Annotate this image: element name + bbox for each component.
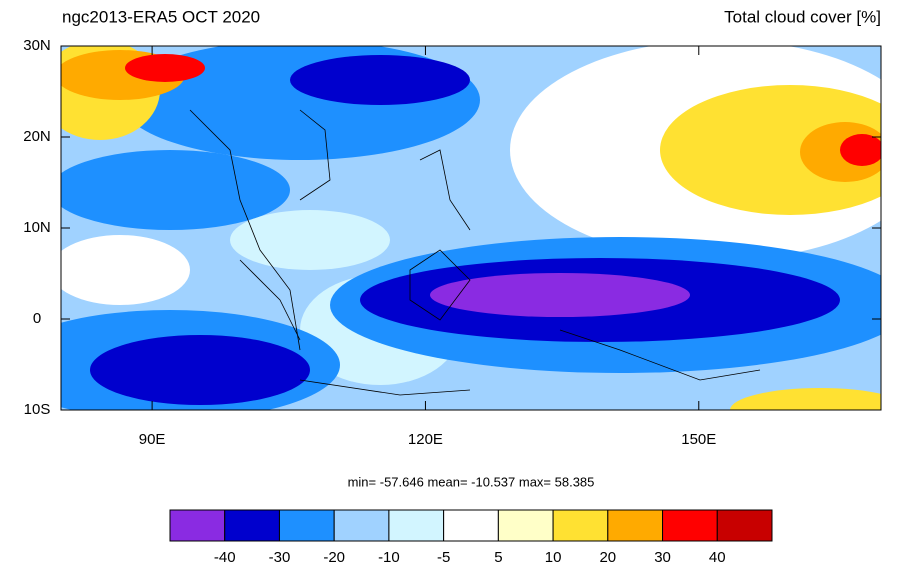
- field-patch: [430, 273, 690, 317]
- field-patch: [290, 55, 470, 105]
- y-tick-label: 10S: [24, 401, 51, 418]
- x-tick-label: 150E: [681, 431, 716, 448]
- colorbar-label: -30: [269, 549, 291, 566]
- field: [61, 46, 881, 410]
- colorbar-label: -40: [214, 549, 236, 566]
- colorbar-label: -5: [437, 549, 450, 566]
- chart-title: ngc2013-ERA5 OCT 2020: [62, 7, 260, 26]
- colorbar-box: [278, 509, 335, 542]
- colorbar-label: 40: [709, 549, 726, 566]
- colorbar-box: [443, 509, 499, 542]
- field-patch: [61, 235, 190, 305]
- x-tick-label: 120E: [408, 431, 443, 448]
- field-patch: [90, 335, 310, 405]
- y-tick-label: 20N: [23, 128, 51, 145]
- colorbar-box: [224, 509, 280, 542]
- field-patch: [730, 388, 881, 410]
- colorbar-box: [662, 509, 718, 542]
- colorbar-box: [716, 509, 773, 542]
- y-tick-label: 0: [33, 310, 41, 327]
- chart-subtitle: Total cloud cover [%]: [724, 7, 881, 26]
- colorbar-box: [333, 509, 390, 542]
- y-tick-label: 30N: [23, 37, 51, 54]
- colorbar-box: [169, 509, 226, 542]
- field-patch: [61, 150, 290, 230]
- colorbar-label: 5: [494, 549, 502, 566]
- colorbar-label: 10: [545, 549, 562, 566]
- colorbar-label: -20: [323, 549, 345, 566]
- field-patch: [125, 54, 205, 82]
- coastline: [189, 109, 761, 396]
- stats: min= -57.646 mean= -10.537 max= 58.385: [348, 474, 595, 489]
- colorbar-box: [552, 509, 609, 542]
- field-patch: [840, 134, 881, 166]
- colorbar-label: -10: [378, 549, 400, 566]
- colorbar-box: [388, 509, 445, 542]
- field-patch: [660, 85, 881, 215]
- colorbar-box: [607, 509, 664, 542]
- colorbar-label: 30: [654, 549, 671, 566]
- colorbar-box: [497, 509, 554, 542]
- colorbar-label: 20: [599, 549, 616, 566]
- y-tick-label: 10N: [23, 219, 51, 236]
- x-tick-label: 90E: [139, 431, 166, 448]
- field-patch: [230, 210, 390, 270]
